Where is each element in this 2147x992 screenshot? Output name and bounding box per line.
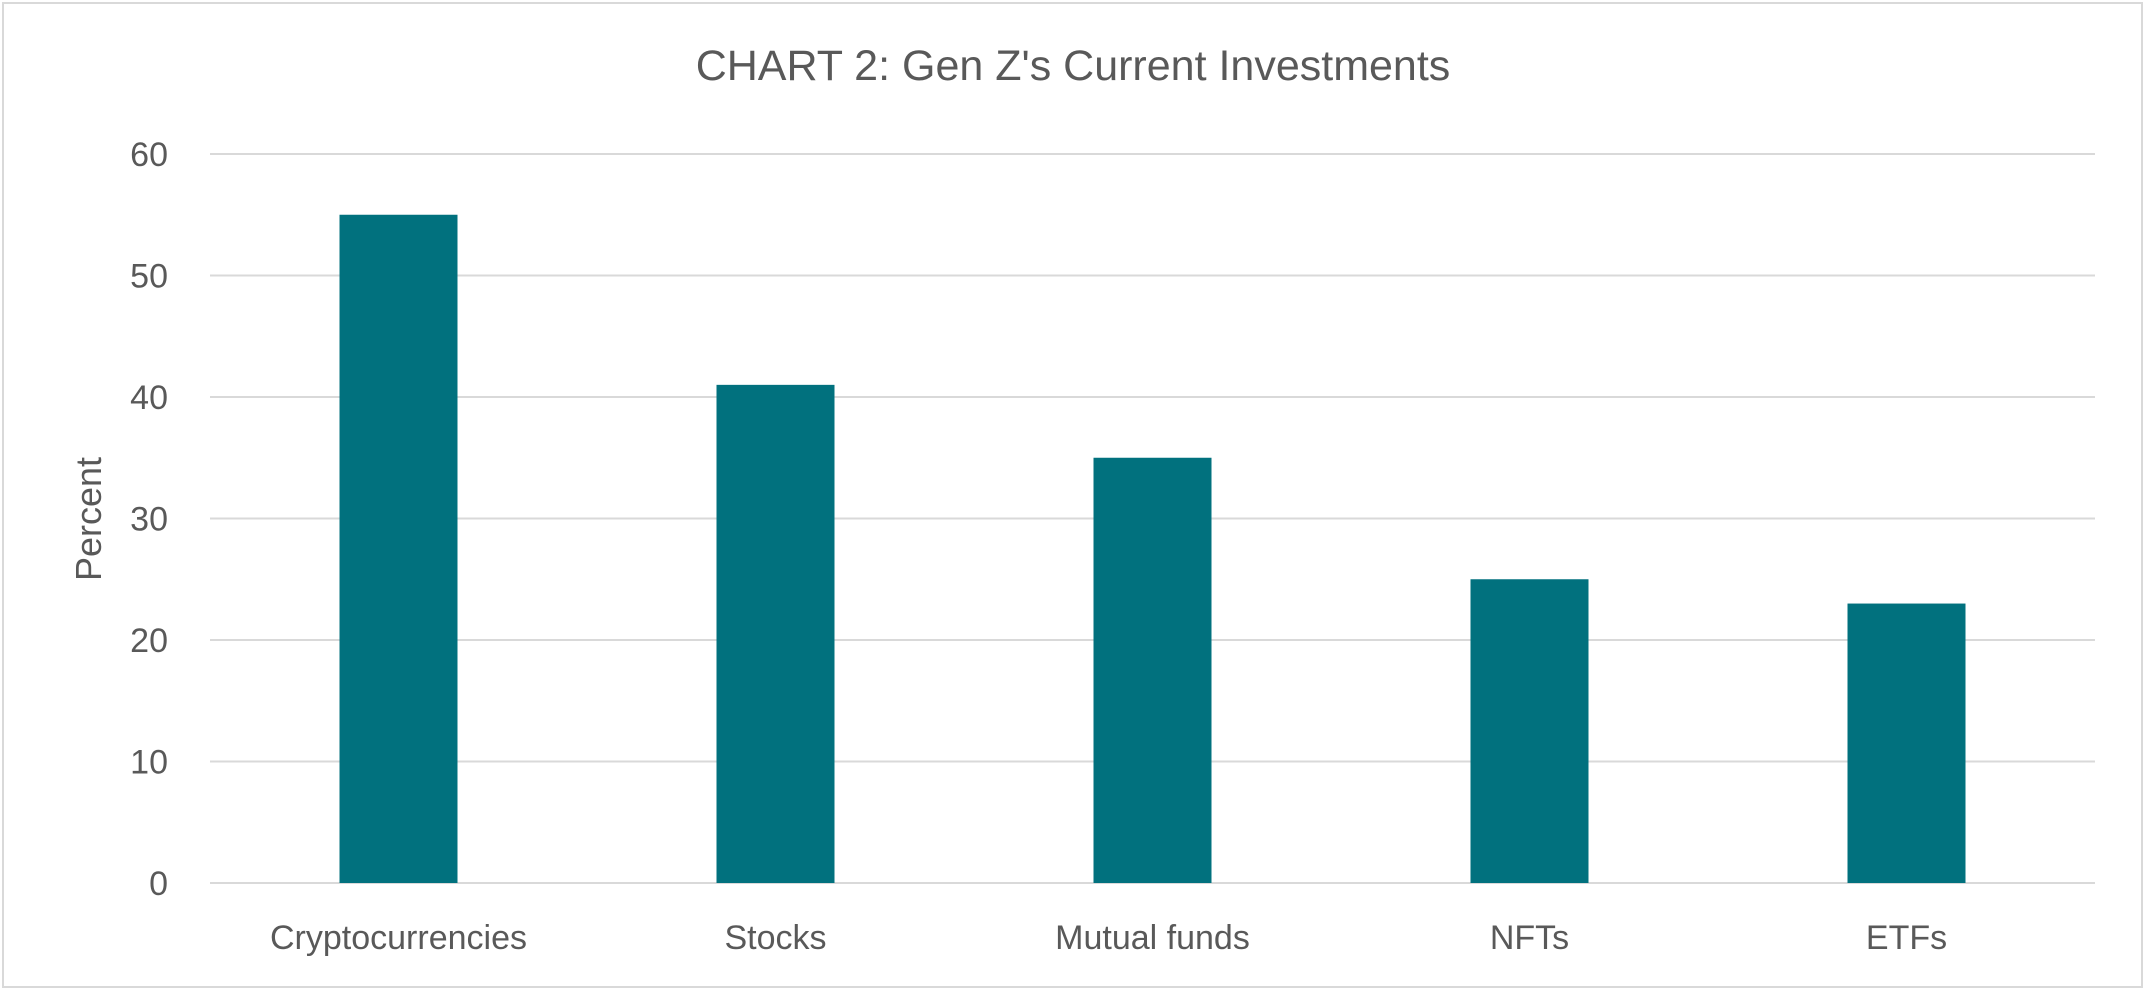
bar-nfts (1470, 579, 1589, 883)
bar-cryptocurrencies (339, 214, 458, 883)
x-tick-label-nfts: NFTs (1490, 919, 1569, 957)
bars (339, 214, 1966, 883)
x-tick-label-stocks: Stocks (724, 919, 826, 957)
y-tick-label-50: 50 (130, 258, 168, 296)
gridlines (210, 153, 2095, 884)
y-axis-ticks: 0 10 20 30 40 50 60 (130, 136, 168, 903)
y-tick-label-40: 40 (130, 379, 168, 417)
bar-stocks (716, 384, 835, 883)
y-tick-label-0: 0 (149, 865, 168, 903)
y-axis-title: Percent (68, 457, 109, 581)
y-tick-label-20: 20 (130, 622, 168, 660)
x-tick-label-mutual-funds: Mutual funds (1055, 919, 1250, 957)
x-axis-ticks: Cryptocurrencies Stocks Mutual funds NFTs ET… (270, 919, 1947, 957)
y-tick-label-10: 10 (130, 744, 168, 782)
bar-etfs (1847, 603, 1966, 883)
x-tick-label-etfs: ETFs (1866, 919, 1947, 957)
y-tick-label-60: 60 (130, 136, 168, 174)
bar-mutual-funds (1093, 457, 1212, 883)
chart-title: CHART 2: Gen Z's Current Investments (696, 42, 1451, 90)
y-tick-label-30: 30 (130, 501, 168, 539)
x-tick-label-cryptocurrencies: Cryptocurrencies (270, 919, 527, 957)
